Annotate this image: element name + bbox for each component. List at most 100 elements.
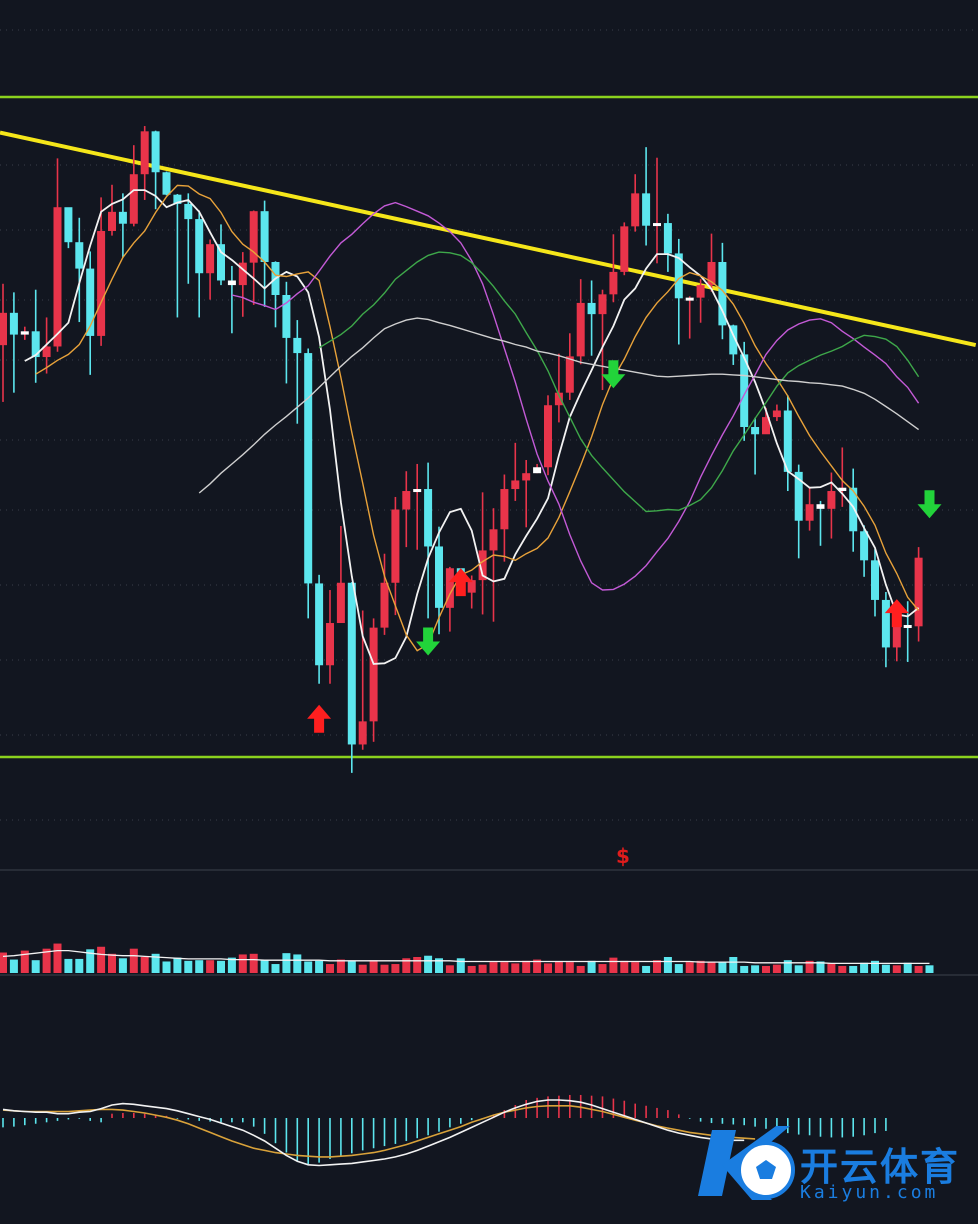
volume-bar bbox=[260, 959, 269, 973]
candle-body bbox=[511, 480, 520, 490]
candle-body bbox=[42, 346, 51, 358]
candle-body bbox=[762, 417, 770, 435]
volume-bar bbox=[173, 957, 182, 973]
candle-body bbox=[9, 312, 18, 335]
candle-body bbox=[751, 427, 760, 435]
volume-bar bbox=[336, 959, 345, 973]
ma-line-silver bbox=[198, 317, 920, 494]
candle-body bbox=[424, 489, 433, 547]
candle-body bbox=[195, 219, 204, 274]
volume-bar bbox=[206, 960, 215, 973]
volume-bar bbox=[413, 957, 422, 973]
candle-body bbox=[358, 721, 367, 745]
logo-k-stem bbox=[698, 1130, 736, 1196]
dotted-grid bbox=[0, 29, 978, 821]
volume-bar bbox=[195, 960, 204, 973]
volume-bar bbox=[892, 965, 901, 973]
candle-body bbox=[435, 546, 443, 608]
candle-body bbox=[140, 131, 149, 175]
candle-body bbox=[794, 471, 803, 521]
volume-bar bbox=[151, 953, 160, 973]
candle-body bbox=[162, 172, 171, 195]
candle-body bbox=[783, 410, 792, 472]
volume-bar bbox=[544, 963, 552, 973]
macd-panel bbox=[2, 1094, 887, 1167]
volume-bar bbox=[217, 960, 225, 973]
candle-body bbox=[402, 491, 411, 510]
volume-bar bbox=[772, 964, 781, 973]
volume-bar bbox=[729, 957, 738, 973]
logo-k-arms bbox=[722, 1126, 790, 1200]
volume-bar bbox=[663, 957, 672, 973]
volume-bar bbox=[478, 964, 487, 973]
volume-bar bbox=[108, 953, 116, 973]
volume-bar bbox=[533, 959, 542, 973]
candle-body bbox=[238, 262, 247, 286]
candle-body bbox=[663, 223, 672, 254]
volume-bar bbox=[31, 960, 40, 973]
volume-bar bbox=[576, 965, 585, 973]
candle-body bbox=[827, 491, 836, 509]
candle-body bbox=[282, 295, 291, 338]
volume-bar bbox=[435, 958, 443, 973]
volume-bar bbox=[696, 960, 705, 973]
candle-body bbox=[217, 244, 225, 281]
volume-bar bbox=[620, 960, 629, 973]
candle-body bbox=[369, 627, 378, 722]
volume-bar bbox=[402, 958, 411, 973]
volume-bar bbox=[740, 965, 749, 973]
macd-dif-line bbox=[2, 1099, 745, 1167]
volume-bar bbox=[598, 964, 607, 973]
candle-body bbox=[576, 302, 585, 357]
candle-body bbox=[914, 557, 923, 627]
volume-bar bbox=[129, 948, 138, 973]
descending-trendline bbox=[0, 130, 977, 348]
volume-bar bbox=[369, 960, 378, 973]
sell-arrow-icon bbox=[416, 627, 441, 656]
candle-body bbox=[129, 174, 138, 224]
candle-body bbox=[533, 467, 542, 474]
candle-body bbox=[903, 625, 912, 628]
buy-arrow-icon bbox=[448, 568, 473, 597]
volume-bar bbox=[849, 965, 858, 973]
watermark-domain: Kaiyun.com bbox=[800, 1182, 939, 1203]
candle-body bbox=[871, 560, 879, 600]
watermark-name: 开云体育 bbox=[800, 1145, 961, 1189]
volume-bar bbox=[707, 961, 716, 973]
volume-bar bbox=[9, 959, 18, 973]
candle-body bbox=[31, 331, 40, 358]
candle-body bbox=[86, 268, 95, 336]
volume-bar bbox=[718, 962, 727, 973]
panel-separators bbox=[0, 869, 978, 976]
candle-body bbox=[20, 331, 29, 335]
ma-line-magenta bbox=[231, 201, 920, 591]
candle-body bbox=[642, 193, 651, 226]
candle-body bbox=[97, 230, 106, 336]
candle-body bbox=[892, 625, 901, 648]
candle-body bbox=[740, 354, 749, 427]
candle-body bbox=[696, 285, 705, 298]
volume-bar bbox=[489, 962, 498, 973]
volume-bar bbox=[805, 960, 814, 973]
candle-body bbox=[151, 131, 160, 173]
candle-body bbox=[413, 489, 422, 493]
volume-bar bbox=[75, 958, 84, 973]
candle-body bbox=[631, 193, 640, 227]
candle-body bbox=[206, 244, 215, 274]
ma-line-orange bbox=[35, 184, 920, 652]
candle-body bbox=[881, 599, 890, 648]
volume-bar bbox=[184, 960, 193, 973]
volume-bar bbox=[20, 950, 29, 973]
candle-body bbox=[849, 487, 858, 532]
volume-bar bbox=[445, 965, 454, 973]
volume-bar bbox=[53, 943, 62, 973]
candle-body bbox=[609, 271, 618, 295]
candle-body bbox=[489, 529, 498, 551]
volume-bar bbox=[64, 958, 73, 973]
candle-body bbox=[64, 207, 73, 243]
candle-body bbox=[718, 262, 727, 326]
volume-bar bbox=[467, 965, 476, 973]
candle-body bbox=[380, 582, 389, 628]
candle-body bbox=[347, 582, 356, 745]
volume-bar bbox=[685, 962, 694, 973]
